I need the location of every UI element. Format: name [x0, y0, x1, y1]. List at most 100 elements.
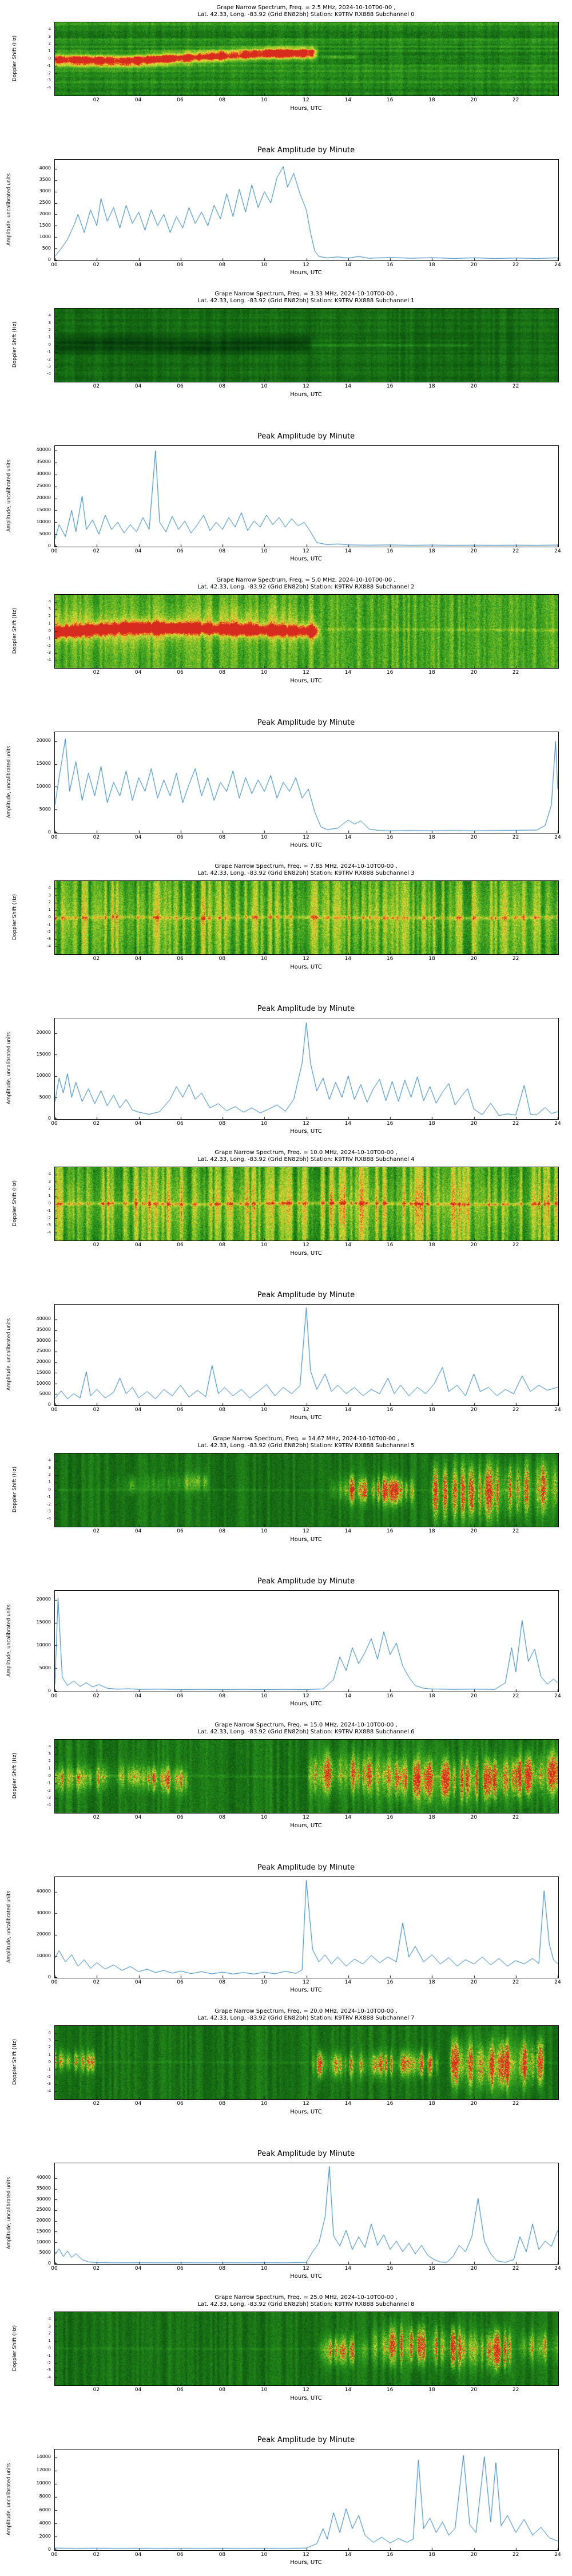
y-tick-label: 0 — [48, 2060, 51, 2064]
x-tick-label: 00 — [51, 2266, 58, 2271]
y-tick-label: 20000 — [36, 1359, 51, 1365]
y-tick-label: 4 — [48, 599, 51, 604]
y-tick-label: -1 — [47, 922, 51, 927]
y-tick-label: 14000 — [36, 2453, 51, 2459]
x-tick-label: 08 — [219, 1407, 226, 1413]
y-tick-label: 10000 — [36, 2480, 51, 2486]
hours-axis-label: Hours, UTC — [290, 105, 322, 112]
y-tick-label: -2 — [47, 1215, 51, 1220]
x-tick-label: 02 — [93, 548, 100, 554]
amplitude-title: Peak Amplitude by Minute — [257, 1291, 355, 1299]
x-tick-label: 24 — [554, 1407, 561, 1413]
x-tick-label: 14 — [344, 2387, 352, 2393]
y-tick-label: 0 — [47, 257, 51, 262]
y-tick-label: -4 — [47, 1803, 51, 1808]
spectrogram-title-line2: Lat. 42.33, Long. -83.92 (Grid EN82bh) S… — [197, 11, 415, 18]
y-tick-label: -3 — [47, 364, 51, 369]
x-tick-label: 22 — [512, 1815, 519, 1820]
y-tick-label: -2 — [47, 70, 51, 76]
x-tick-label: 14 — [344, 2101, 352, 2107]
y-tick-label: -1 — [47, 63, 51, 68]
x-tick-label: 06 — [177, 2266, 184, 2271]
spectrogram-block: Grape Narrow Spectrum, Freq. = 10.0 MHz,… — [0, 1145, 572, 1288]
y-tick-label: 3 — [48, 34, 51, 39]
y-tick-label: -3 — [47, 937, 51, 942]
x-tick-label: 04 — [134, 1815, 142, 1820]
x-tick-label: 24 — [554, 1121, 561, 1127]
x-tick-label: 04 — [134, 835, 142, 840]
hours-axis-label: Hours, UTC — [290, 270, 322, 276]
x-tick-label: 02 — [93, 670, 100, 675]
y-tick-label: 1000 — [39, 234, 51, 239]
y-tick-label: -4 — [47, 1230, 51, 1235]
x-tick-label: 02 — [93, 1528, 100, 1534]
spectrogram-canvas — [54, 594, 559, 669]
amplitude-block: Peak Amplitude by Minute Amplitude, unca… — [0, 143, 572, 286]
x-tick-label: 14 — [344, 956, 352, 962]
x-tick-label: 16 — [386, 2266, 394, 2271]
x-tick-label: 10 — [260, 2101, 268, 2107]
spectrogram-block: Grape Narrow Spectrum, Freq. = 7.85 MHz,… — [0, 859, 572, 1002]
amplitude-canvas — [54, 1018, 559, 1120]
x-tick-label: 20 — [470, 548, 478, 554]
x-tick-label: 12 — [303, 670, 309, 675]
hours-axis-label: Hours, UTC — [290, 2109, 322, 2115]
hours-axis-label: Hours, UTC — [290, 842, 322, 848]
x-tick-label: 10 — [260, 1121, 268, 1127]
hours-axis-label: Hours, UTC — [290, 2559, 322, 2566]
y-tick-label: 5000 — [39, 1094, 51, 1100]
x-tick-label: 16 — [386, 384, 394, 389]
hours-axis-label: Hours, UTC — [290, 1823, 322, 1829]
x-tick-label: 10 — [260, 1407, 268, 1413]
y-tick-label: 12000 — [36, 2467, 51, 2473]
y-tick-label: 40000 — [36, 1888, 51, 1894]
x-tick-label: 18 — [428, 2101, 435, 2107]
x-tick-label: 16 — [386, 1815, 394, 1820]
y-tick-label: 20000 — [36, 1597, 51, 1602]
x-tick-label: 10 — [260, 1815, 268, 1820]
x-tick-label: 14 — [344, 1407, 352, 1413]
y-tick-label: 2 — [48, 614, 51, 619]
x-tick-label: 16 — [386, 2552, 394, 2558]
x-tick-label: 20 — [470, 262, 478, 268]
y-tick-label: 3 — [48, 606, 51, 611]
y-tick-label: -4 — [47, 944, 51, 949]
y-tick-label: 0 — [47, 543, 51, 548]
x-tick-label: 18 — [428, 262, 435, 268]
y-tick-label: -1 — [47, 1780, 51, 1785]
x-tick-label: 18 — [428, 1693, 435, 1699]
amplitude-block: Peak Amplitude by Minute Amplitude, unca… — [0, 2147, 572, 2290]
x-tick-label: 04 — [134, 2266, 142, 2271]
x-tick-label: 10 — [260, 1528, 268, 1534]
x-tick-label: 10 — [260, 97, 268, 103]
spectrogram-title-line2: Lat. 42.33, Long. -83.92 (Grid EN82bh) S… — [197, 1729, 415, 1735]
x-tick-label: 06 — [177, 1528, 184, 1534]
x-tick-label: 24 — [554, 835, 561, 840]
spectrogram-block: Grape Narrow Spectrum, Freq. = 2.5 MHz, … — [0, 0, 572, 143]
x-tick-label: 08 — [219, 1693, 226, 1699]
y-tick-label: -4 — [47, 2089, 51, 2094]
x-tick-label: 20 — [470, 1407, 478, 1413]
y-tick-label: 2 — [48, 2045, 51, 2050]
x-tick-label: 02 — [93, 2266, 100, 2271]
y-tick-label: 2000 — [39, 2533, 51, 2539]
spectrogram-block: Grape Narrow Spectrum, Freq. = 20.0 MHz,… — [0, 2004, 572, 2147]
x-tick-label: 14 — [344, 384, 352, 389]
x-tick-label: 06 — [177, 956, 184, 962]
x-tick-label: 02 — [93, 2552, 100, 2558]
x-tick-label: 16 — [386, 670, 394, 675]
y-tick-label: 1 — [48, 335, 51, 340]
x-tick-label: 08 — [219, 670, 226, 675]
x-tick-label: 00 — [51, 1693, 58, 1699]
x-tick-label: 20 — [470, 1815, 478, 1820]
x-tick-label: 06 — [177, 384, 184, 389]
y-tick-label: -3 — [47, 2081, 51, 2087]
hours-axis-label: Hours, UTC — [290, 2273, 322, 2279]
x-tick-label: 04 — [134, 1528, 142, 1534]
y-tick-label: 1 — [48, 1194, 51, 1199]
y-tick-label: 500 — [42, 246, 51, 251]
y-tick-label: 4 — [48, 1744, 51, 1749]
y-tick-label: 2 — [48, 1472, 51, 1477]
y-tick-label: 1500 — [39, 223, 51, 228]
x-tick-label: 02 — [93, 1815, 100, 1820]
